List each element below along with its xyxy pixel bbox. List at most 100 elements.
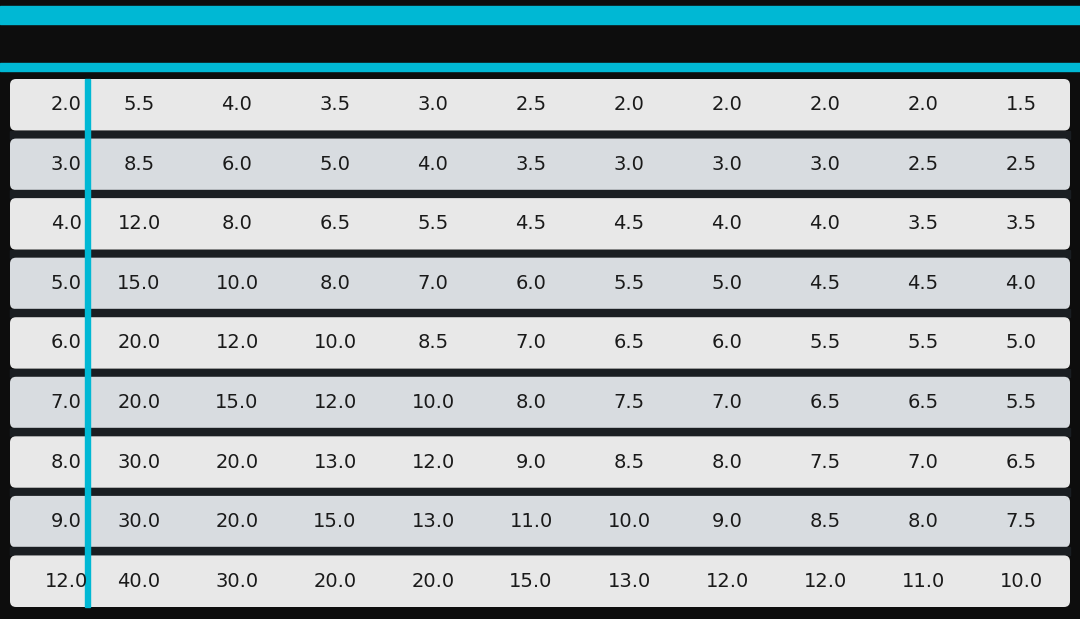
Bar xyxy=(10,310,1070,317)
Text: 3.5: 3.5 xyxy=(515,155,546,174)
Text: 4.0: 4.0 xyxy=(712,214,742,233)
Text: 8.0: 8.0 xyxy=(907,512,939,531)
Text: 20.0: 20.0 xyxy=(118,393,161,412)
Text: 6.0: 6.0 xyxy=(515,274,546,293)
Text: 8.0: 8.0 xyxy=(51,452,82,472)
Text: 15.0: 15.0 xyxy=(313,512,356,531)
Text: 4.0: 4.0 xyxy=(810,214,840,233)
FancyBboxPatch shape xyxy=(10,258,1070,310)
Text: 6.5: 6.5 xyxy=(1005,452,1037,472)
Text: 7.0: 7.0 xyxy=(515,334,546,352)
Text: 10.0: 10.0 xyxy=(215,274,258,293)
Text: 40.0: 40.0 xyxy=(118,572,161,591)
Bar xyxy=(10,488,1070,496)
Bar xyxy=(10,428,1070,436)
Text: 12.0: 12.0 xyxy=(118,214,161,233)
Text: 15.0: 15.0 xyxy=(510,572,553,591)
Text: 8.0: 8.0 xyxy=(221,214,253,233)
Text: 8.0: 8.0 xyxy=(712,452,742,472)
Text: 30.0: 30.0 xyxy=(118,452,161,472)
Text: 8.5: 8.5 xyxy=(809,512,840,531)
Text: 11.0: 11.0 xyxy=(902,572,945,591)
FancyBboxPatch shape xyxy=(10,198,1070,249)
Text: 8.0: 8.0 xyxy=(515,393,546,412)
Text: 11.0: 11.0 xyxy=(510,512,553,531)
Text: 10.0: 10.0 xyxy=(607,512,650,531)
Bar xyxy=(10,190,1070,198)
Text: 2.5: 2.5 xyxy=(515,95,546,115)
Text: 12.0: 12.0 xyxy=(411,452,455,472)
Text: 13.0: 13.0 xyxy=(411,512,455,531)
Text: 3.5: 3.5 xyxy=(907,214,939,233)
Text: 9.0: 9.0 xyxy=(712,512,742,531)
Text: 6.0: 6.0 xyxy=(51,334,82,352)
Text: 8.0: 8.0 xyxy=(320,274,350,293)
Text: 13.0: 13.0 xyxy=(607,572,650,591)
Text: 2.0: 2.0 xyxy=(613,95,645,115)
Text: 2.5: 2.5 xyxy=(907,155,939,174)
Text: 7.0: 7.0 xyxy=(51,393,82,412)
Text: 7.5: 7.5 xyxy=(809,452,840,472)
Text: 12.0: 12.0 xyxy=(804,572,847,591)
Text: 20.0: 20.0 xyxy=(215,512,258,531)
Text: 5.5: 5.5 xyxy=(417,214,448,233)
Bar xyxy=(10,547,1070,555)
FancyBboxPatch shape xyxy=(10,377,1070,428)
Text: 5.0: 5.0 xyxy=(320,155,351,174)
Text: 10.0: 10.0 xyxy=(313,334,356,352)
Text: 6.0: 6.0 xyxy=(221,155,253,174)
Text: 4.0: 4.0 xyxy=(418,155,448,174)
Text: 6.5: 6.5 xyxy=(907,393,939,412)
Text: 9.0: 9.0 xyxy=(515,452,546,472)
Text: 7.5: 7.5 xyxy=(613,393,645,412)
Text: 2.0: 2.0 xyxy=(907,95,939,115)
Text: 5.0: 5.0 xyxy=(712,274,743,293)
Bar xyxy=(85,369,90,377)
Text: 7.5: 7.5 xyxy=(1005,512,1037,531)
Text: 3.0: 3.0 xyxy=(712,155,742,174)
Text: 3.0: 3.0 xyxy=(613,155,645,174)
Bar xyxy=(85,547,90,555)
Text: 5.0: 5.0 xyxy=(51,274,82,293)
Text: 20.0: 20.0 xyxy=(411,572,455,591)
Text: 3.5: 3.5 xyxy=(1005,214,1037,233)
Text: 5.5: 5.5 xyxy=(1005,393,1037,412)
Bar xyxy=(85,310,90,317)
Text: 4.5: 4.5 xyxy=(515,214,546,233)
Text: 30.0: 30.0 xyxy=(118,512,161,531)
Bar xyxy=(85,249,90,258)
FancyBboxPatch shape xyxy=(10,436,1070,488)
Bar xyxy=(85,488,90,496)
Text: 10.0: 10.0 xyxy=(999,572,1042,591)
Bar xyxy=(85,436,90,488)
Bar xyxy=(85,79,90,131)
Text: 9.0: 9.0 xyxy=(51,512,82,531)
Text: 4.5: 4.5 xyxy=(907,274,939,293)
Text: 20.0: 20.0 xyxy=(215,452,258,472)
Bar xyxy=(85,496,90,547)
Text: 30.0: 30.0 xyxy=(215,572,258,591)
Text: 20.0: 20.0 xyxy=(118,334,161,352)
Text: 3.0: 3.0 xyxy=(51,155,82,174)
Bar xyxy=(85,198,90,249)
Bar xyxy=(85,258,90,310)
Text: 4.0: 4.0 xyxy=(51,214,82,233)
Text: 5.5: 5.5 xyxy=(123,95,154,115)
Text: 2.0: 2.0 xyxy=(810,95,840,115)
Text: 2.0: 2.0 xyxy=(712,95,742,115)
Text: 4.0: 4.0 xyxy=(1005,274,1037,293)
Text: 2.0: 2.0 xyxy=(51,95,82,115)
Text: 7.0: 7.0 xyxy=(418,274,448,293)
FancyBboxPatch shape xyxy=(10,79,1070,131)
Text: 5.5: 5.5 xyxy=(809,334,840,352)
Text: 5.5: 5.5 xyxy=(907,334,939,352)
Text: 3.5: 3.5 xyxy=(320,95,351,115)
Text: 8.5: 8.5 xyxy=(123,155,154,174)
FancyBboxPatch shape xyxy=(10,139,1070,190)
Text: 5.5: 5.5 xyxy=(613,274,645,293)
Text: 6.0: 6.0 xyxy=(712,334,742,352)
Text: 6.5: 6.5 xyxy=(320,214,351,233)
Bar xyxy=(10,131,1070,139)
Text: 1.5: 1.5 xyxy=(1005,95,1037,115)
Text: 6.5: 6.5 xyxy=(613,334,645,352)
